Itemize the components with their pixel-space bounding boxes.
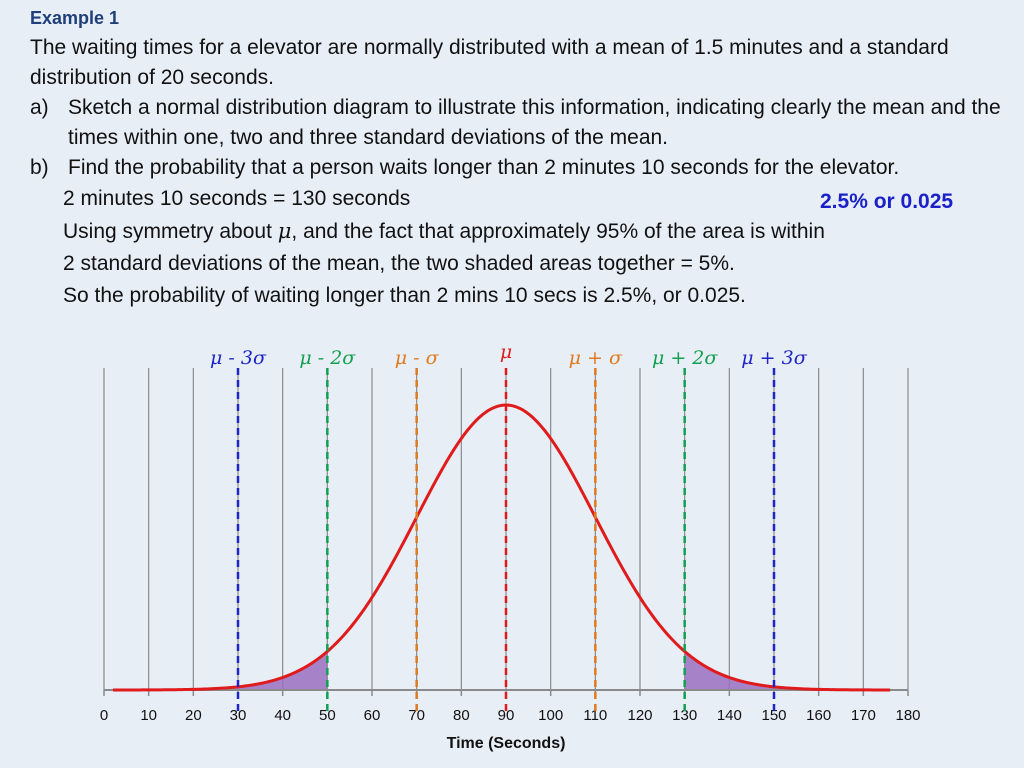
part-a-text: Sketch a normal distribution diagram to … (68, 96, 1001, 149)
x-tick-label-30: 30 (230, 707, 247, 724)
part-b-label: b) (30, 156, 49, 179)
marker-label-7: μ + 3σ (741, 347, 807, 369)
x-tick-label-20: 20 (185, 707, 202, 724)
marker-label-2: μ - 2σ (299, 347, 356, 369)
x-tick-label-40: 40 (274, 707, 291, 724)
part-a: a) Sketch a normal distribution diagram … (30, 93, 1010, 153)
x-tick-label-160: 160 (806, 707, 831, 724)
x-tick-label-80: 80 (453, 707, 470, 724)
shaded-region-1 (104, 651, 328, 690)
x-tick-label-70: 70 (408, 707, 425, 724)
part-b-text: Find the probability that a person waits… (68, 156, 900, 179)
x-tick-label-90: 90 (498, 707, 515, 724)
normal-distribution-chart: 0 10 20 30 40 50 60 70 80 90 100 110 120 130 140 150 160… (100, 341, 921, 752)
marker-label-5: μ + σ (569, 347, 623, 369)
working-line-2-pre: Using symmetry about (63, 220, 278, 243)
marker-label-4: μ (500, 341, 512, 363)
x-tick-label-10: 10 (140, 707, 157, 724)
x-tick-label-50: 50 (319, 707, 336, 724)
question-text: Example 1 The waiting times for a elevat… (30, 8, 1010, 312)
x-tick-label-170: 170 (851, 707, 876, 724)
normal-curve (112, 403, 891, 692)
x-tick-label-180: 180 (895, 707, 920, 724)
x-tick-label-110: 110 (583, 707, 607, 724)
x-tick-label-0: 0 (100, 707, 108, 724)
marker-label-1: μ - 3σ (210, 347, 267, 369)
x-tick-label-150: 150 (761, 707, 786, 724)
working-line-2: Using symmetry about μ, and the fact tha… (30, 215, 1010, 248)
marker-label-3: μ - σ (395, 347, 440, 369)
part-b: b) Find the probability that a person wa… (30, 153, 1010, 183)
working-line-1: 2 minutes 10 seconds = 130 seconds (63, 187, 411, 210)
working-line-3: 2 standard deviations of the mean, the t… (63, 252, 735, 275)
x-axis-title: Time (Seconds) (447, 735, 566, 752)
mu-symbol: μ (277, 219, 292, 243)
x-tick-label-100: 100 (538, 707, 563, 724)
x-tick-label-140: 140 (717, 707, 742, 724)
working-line-4: So the probability of waiting longer tha… (63, 284, 746, 307)
x-tick-label-130: 130 (672, 707, 697, 724)
answer-text: 2.5% or 0.025 (820, 190, 954, 213)
x-tick-label-120: 120 (627, 707, 652, 724)
shaded-region-2 (684, 651, 908, 690)
intro-paragraph: The waiting times for a elevator are nor… (30, 36, 949, 89)
x-tick-label-60: 60 (364, 707, 381, 724)
part-a-label: a) (30, 96, 49, 119)
marker-label-6: μ + 2σ (652, 347, 718, 369)
example-heading: Example 1 (30, 8, 120, 28)
working-line-2-post: , and the fact that approximately 95% of… (291, 220, 825, 243)
